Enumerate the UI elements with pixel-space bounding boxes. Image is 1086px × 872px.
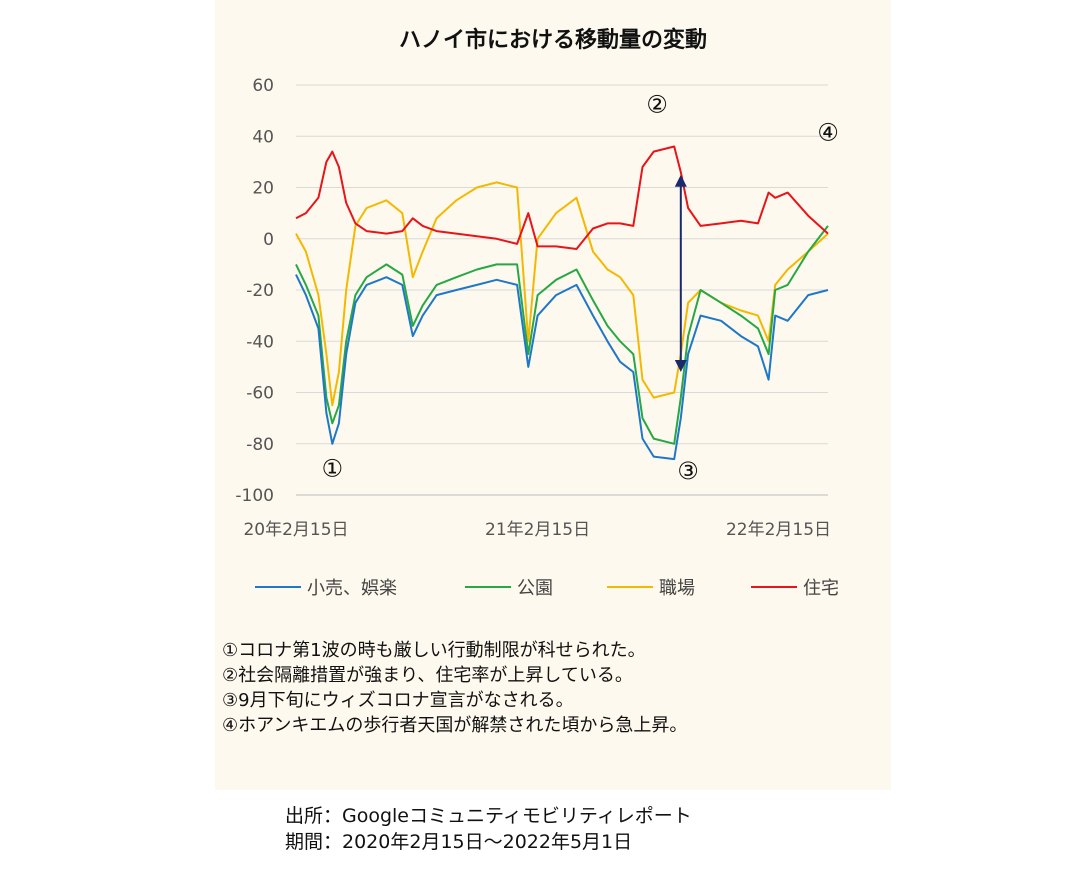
- legend-swatch-parks: [465, 586, 511, 588]
- legend-item-parks: 公園: [465, 574, 553, 600]
- legend-swatch-retail: [255, 586, 301, 588]
- y-axis-ticks: 60 40 20 0 -20 -40 -60 -80 -100: [235, 76, 274, 506]
- x-tick-label: 20年2月15日: [243, 520, 348, 540]
- y-tick-label: -60: [246, 384, 274, 404]
- series-line-3: [295, 145, 829, 250]
- legend-swatch-residential: [751, 586, 797, 588]
- annotation-label: ④: [817, 119, 839, 147]
- annotation-label: ①: [322, 454, 344, 482]
- legend-label-workplaces: 職場: [659, 578, 695, 599]
- grid-lines: [296, 84, 828, 496]
- annotation-label: ③: [677, 457, 699, 485]
- source-text: 出所：Googleコミュニティモビリティレポート: [285, 805, 692, 827]
- chart-legend: 小売、娯楽 公園 職場 住宅: [255, 574, 875, 600]
- y-tick-label: -40: [246, 332, 274, 352]
- y-tick-label: 20: [252, 179, 274, 199]
- x-tick-label: 22年2月15日: [726, 520, 831, 540]
- period-text: 期間：2020年2月15日～2022年5月1日: [285, 831, 633, 853]
- annotations: ① ② ③ ④: [322, 91, 839, 485]
- chart-title: ハノイ市における移動量の変動: [398, 28, 707, 53]
- chart-panel: [215, 0, 891, 790]
- y-tick-label: -100: [235, 486, 274, 506]
- notes: ①コロナ第1波の時も厳しい行動制限が科せられた。 ②社会隔離措置が強まり、住宅率…: [222, 638, 687, 738]
- x-axis-ticks: 20年2月15日 21年2月15日 22年2月15日: [243, 520, 831, 540]
- series-line-2: [295, 181, 829, 407]
- note-1: ①コロナ第1波の時も厳しい行動制限が科せられた。: [222, 640, 646, 661]
- arrow-head-down: [674, 360, 687, 372]
- source-block: 出所：Googleコミュニティモビリティレポート 期間：2020年2月15日～2…: [285, 803, 692, 855]
- note-2: ②社会隔離措置が強まり、住宅率が上昇している。: [222, 665, 633, 686]
- y-tick-label: 0: [263, 230, 274, 250]
- series-lines: [295, 145, 829, 461]
- double-arrow: [674, 174, 687, 372]
- legend-item-residential: 住宅: [751, 574, 839, 600]
- y-tick-label: 40: [252, 127, 274, 147]
- series-line-0: [295, 274, 829, 461]
- legend-swatch-workplaces: [607, 586, 653, 588]
- note-3: ③9月下旬にウィズコロナ宣言がなされる。: [222, 690, 574, 711]
- y-tick-label: -20: [246, 281, 274, 301]
- annotation-label: ②: [646, 91, 668, 119]
- legend-label-residential: 住宅: [803, 578, 839, 599]
- legend-item-retail: 小売、娯楽: [255, 574, 397, 600]
- x-tick-label: 21年2月15日: [485, 520, 590, 540]
- arrow-head-up: [674, 174, 687, 187]
- legend-label-parks: 公園: [517, 578, 553, 599]
- series-line-1: [295, 225, 829, 445]
- legend-label-retail: 小売、娯楽: [307, 578, 397, 599]
- y-tick-label: -80: [246, 435, 274, 455]
- legend-item-workplaces: 職場: [607, 574, 695, 600]
- y-tick-label: 60: [252, 76, 274, 96]
- note-4: ④ホアンキエムの歩行者天国が解禁された頃から急上昇。: [222, 715, 688, 736]
